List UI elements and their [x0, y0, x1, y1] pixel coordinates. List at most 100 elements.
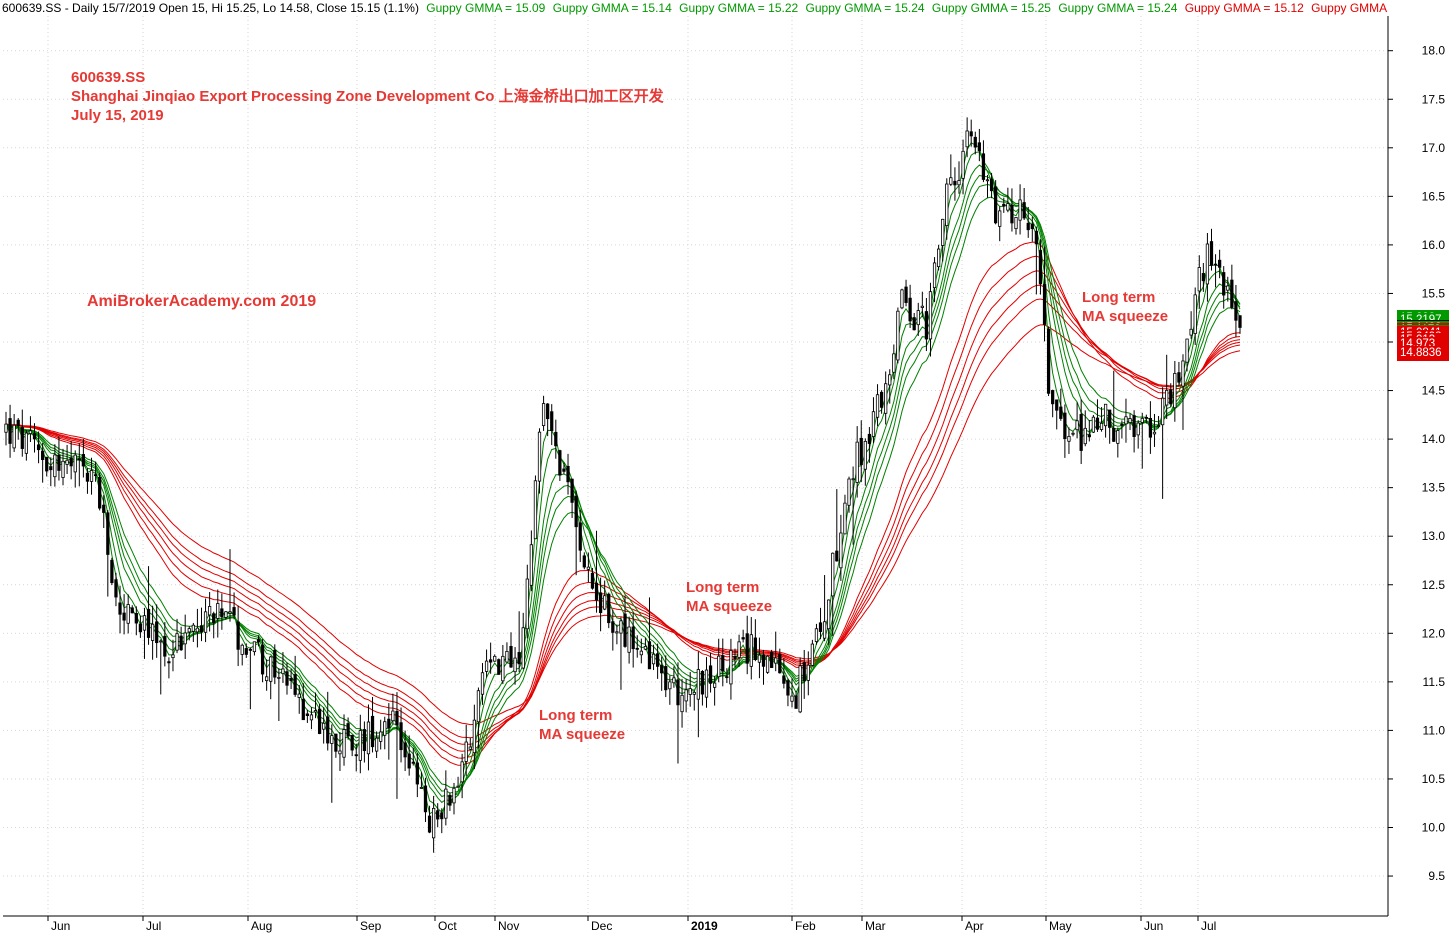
- candlestick: [1006, 187, 1010, 213]
- gmma-value-1: Guppy GMMA = 15.09: [426, 1, 546, 15]
- candlestick: [1083, 410, 1087, 447]
- candle-body: [1169, 389, 1173, 405]
- candlestick: [77, 443, 81, 487]
- candle-body: [1160, 397, 1165, 426]
- candle-body: [989, 178, 994, 192]
- x-tick-label: Oct: [438, 919, 457, 933]
- candlestick: [916, 302, 920, 336]
- candle-body: [77, 458, 81, 461]
- candle-body: [273, 649, 277, 678]
- candle-body: [57, 454, 61, 471]
- candle-body: [260, 644, 265, 675]
- candle-body: [786, 680, 790, 696]
- candlestick: [973, 131, 977, 155]
- candle-body: [688, 688, 692, 695]
- candlestick: [814, 623, 819, 645]
- candle-body: [725, 676, 729, 679]
- candle-body: [1148, 417, 1153, 438]
- candle-body: [941, 218, 945, 246]
- candlestick: [676, 662, 680, 764]
- candle-body: [631, 626, 635, 650]
- candle-body: [293, 674, 297, 695]
- y-tick-label: 17.5: [1422, 92, 1446, 106]
- y-tick-label: 16.0: [1422, 238, 1446, 252]
- candle-body: [362, 729, 367, 752]
- candle-body: [187, 628, 191, 633]
- candle-body: [615, 631, 619, 634]
- candlestick: [627, 616, 631, 664]
- candle-body: [651, 653, 656, 665]
- candle-body: [444, 788, 448, 819]
- candlestick: [631, 612, 635, 668]
- candle-body: [448, 794, 452, 806]
- candlestick: [484, 649, 489, 678]
- candle-body: [847, 478, 851, 506]
- candle-body: [949, 177, 953, 185]
- candlestick: [578, 510, 582, 563]
- candlestick: [379, 719, 383, 750]
- candle-body: [1002, 203, 1006, 207]
- candlestick: [765, 655, 770, 674]
- candlestick: [961, 139, 965, 195]
- candlestick: [1071, 431, 1075, 437]
- candle-body: [256, 639, 261, 643]
- candlestick: [1213, 254, 1218, 288]
- candlestick: [810, 639, 814, 667]
- candlestick: [892, 344, 896, 380]
- candle-body: [704, 669, 709, 698]
- candlestick: [49, 457, 53, 487]
- candle-body: [317, 708, 322, 734]
- candlestick: [607, 592, 611, 629]
- candlestick: [839, 514, 843, 581]
- candlestick: [1144, 414, 1148, 424]
- candlestick: [594, 530, 599, 613]
- candlestick: [651, 644, 656, 671]
- candle-body: [183, 632, 187, 645]
- candle-body: [203, 611, 208, 633]
- candlestick: [1018, 184, 1022, 235]
- candle-body: [374, 737, 379, 752]
- candle-body: [814, 628, 819, 642]
- y-tick-label: 14.0: [1422, 432, 1446, 446]
- x-tick-label: Apr: [965, 919, 984, 933]
- candle-body: [1071, 432, 1075, 435]
- candle-body: [65, 459, 69, 465]
- candlestick: [134, 606, 138, 636]
- candle-body: [757, 654, 762, 663]
- candle-body: [729, 650, 733, 685]
- candle-body: [961, 150, 965, 179]
- annotation-squeeze-2: Long term MA squeeze: [686, 578, 772, 616]
- candlestick: [745, 615, 749, 675]
- candlestick: [106, 510, 110, 597]
- candle-body: [24, 432, 28, 454]
- candlestick: [517, 611, 521, 673]
- candle-body: [875, 394, 880, 418]
- candle-body: [114, 579, 118, 598]
- candlestick: [1030, 216, 1034, 242]
- candle-body: [212, 613, 216, 624]
- candle-body: [676, 679, 680, 706]
- candlestick: [847, 476, 851, 513]
- watermark: AmiBrokerAcademy.com 2019: [87, 293, 317, 310]
- x-tick-label: Feb: [795, 919, 816, 933]
- candlestick: [1103, 403, 1108, 438]
- candlestick: [354, 743, 358, 772]
- candle-body: [1189, 328, 1193, 336]
- candle-body: [423, 785, 428, 813]
- candle-body: [1055, 399, 1059, 411]
- candlestick: [509, 632, 513, 668]
- ticker-label: 600639.SS: [71, 69, 146, 86]
- candlestick: [774, 631, 778, 672]
- candlestick: [1124, 398, 1128, 443]
- candlestick: [191, 622, 195, 643]
- candle-body: [998, 210, 1002, 227]
- candlestick: [981, 140, 986, 183]
- candle-body: [513, 657, 517, 673]
- candlestick: [419, 772, 424, 789]
- candlestick: [1010, 188, 1014, 232]
- gmma-value-7: Guppy GMMA = 15.12: [1184, 1, 1304, 15]
- candle-body: [1034, 230, 1038, 245]
- candlestick: [725, 668, 729, 684]
- gmma-long-line: [5, 298, 1241, 739]
